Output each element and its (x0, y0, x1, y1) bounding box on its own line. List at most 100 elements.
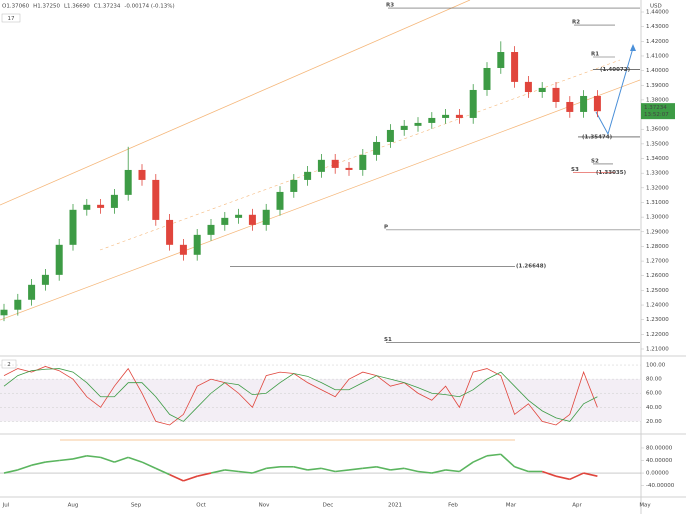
y-tick-label: 1.23000 (646, 317, 669, 323)
x-tick-label: Mar (506, 503, 517, 509)
candle-body (290, 179, 298, 192)
momentum-segment (127, 456, 143, 463)
candle-body (69, 209, 77, 245)
momentum-segment (404, 467, 419, 473)
candle-body (235, 214, 243, 218)
y-tick-label: 1.26000 (646, 273, 669, 279)
y-tick-label: 1.38000 (646, 97, 669, 103)
momentum-segment (31, 461, 46, 466)
momentum-segment (321, 467, 336, 473)
candle-body (207, 224, 215, 235)
y-tick-label: 1.35000 (646, 141, 669, 147)
candle-body (359, 154, 367, 170)
candle-body (373, 141, 381, 155)
candle-body (276, 191, 284, 210)
candle-body (414, 122, 422, 126)
candle-body (442, 114, 450, 118)
momentum-segment (335, 469, 350, 473)
momentum-segment (555, 475, 570, 481)
candle-body (28, 284, 36, 300)
candle-body (304, 171, 312, 180)
y-tick-label: 1.22000 (646, 332, 669, 338)
y-tick-label: 1.27000 (646, 259, 669, 265)
x-tick-label: Aug (68, 503, 79, 509)
candle-body (0, 309, 8, 316)
arrow-head (630, 44, 636, 51)
y-tick-label: 1.42000 (646, 39, 669, 45)
x-tick-label: Nov (259, 503, 270, 509)
pivot-label: P (384, 224, 388, 230)
candle-body (179, 244, 187, 255)
momentum-segment (59, 458, 74, 462)
momentum-segment (197, 472, 212, 477)
momentum-segment (514, 466, 529, 473)
candle-body (55, 244, 63, 275)
pivot-label: S1 (384, 337, 392, 343)
momentum-segment (169, 473, 184, 482)
x-tick-label: Feb (448, 503, 458, 509)
last-price: 1.37234 (644, 105, 667, 111)
ohlc-value: -0.00174 (-0.13%) (124, 4, 174, 10)
momentum-segment (500, 453, 516, 468)
momentum-segment (141, 461, 157, 470)
y-tick-label: 1.21000 (646, 346, 669, 352)
momentum-segment (458, 461, 474, 473)
momentum-segment (100, 456, 115, 463)
candle-body (14, 299, 22, 310)
candle-body (386, 129, 394, 142)
y-tick-label: 1.33000 (646, 171, 669, 177)
last-price-box (641, 103, 675, 120)
channel-line (0, 79, 641, 321)
y-tick-label: 60.00 (646, 391, 662, 397)
momentum-segment (376, 466, 391, 471)
candle-body (124, 169, 132, 195)
candle-body (538, 87, 546, 93)
pivot-label: R2 (572, 20, 580, 26)
momentum-segment (348, 467, 363, 471)
x-tick-label: May (639, 503, 651, 509)
candle-body (497, 52, 505, 68)
y-tick-label: 1.41000 (646, 53, 669, 59)
ohlc-value: H1.37250 (33, 4, 60, 10)
momentum-segment (417, 470, 432, 474)
pivot-label: S2 (591, 158, 599, 164)
ohlc-value: C1.37234 (94, 4, 121, 10)
momentum-segment (583, 472, 598, 477)
momentum-segment (86, 455, 101, 459)
indicator-badge[interactable] (1, 13, 21, 23)
momentum-segment (362, 465, 377, 470)
candle-body (455, 114, 463, 118)
y-tick-label: 1.32000 (646, 185, 669, 191)
candle-body (97, 204, 105, 208)
momentum-segment (569, 472, 584, 481)
momentum-segment (45, 459, 60, 463)
candle-body (152, 179, 160, 220)
channel-line (0, 0, 471, 206)
projection-arrow (595, 47, 634, 136)
candle-body (483, 67, 491, 90)
x-tick-label: Jul (2, 503, 10, 509)
y-tick-label: 1.44000 (646, 10, 669, 16)
stoch-band (0, 379, 641, 422)
momentum-segment (224, 469, 239, 473)
stoch-line (3, 366, 598, 426)
pivot-label: R3 (386, 3, 394, 9)
x-tick-label: Sep (131, 503, 142, 509)
y-tick-label: 1.28000 (646, 244, 669, 250)
candle-body (317, 159, 325, 172)
y-tick-label: 1.43000 (646, 24, 669, 30)
stoch-badge[interactable] (1, 359, 17, 369)
momentum-segment (472, 455, 488, 463)
candle-body (83, 204, 91, 210)
momentum-segment (266, 465, 281, 470)
momentum-segment (486, 453, 501, 457)
momentum-segment (431, 469, 446, 474)
y-tick-label: -40.00000 (646, 483, 675, 489)
candle-body (593, 95, 601, 112)
momentum-segment (114, 456, 129, 463)
countdown: 13:52:07 (644, 112, 669, 118)
y-tick-label: 1.25000 (646, 288, 669, 294)
y-tick-label: 1.24000 (646, 303, 669, 309)
momentum-segment (3, 469, 18, 474)
